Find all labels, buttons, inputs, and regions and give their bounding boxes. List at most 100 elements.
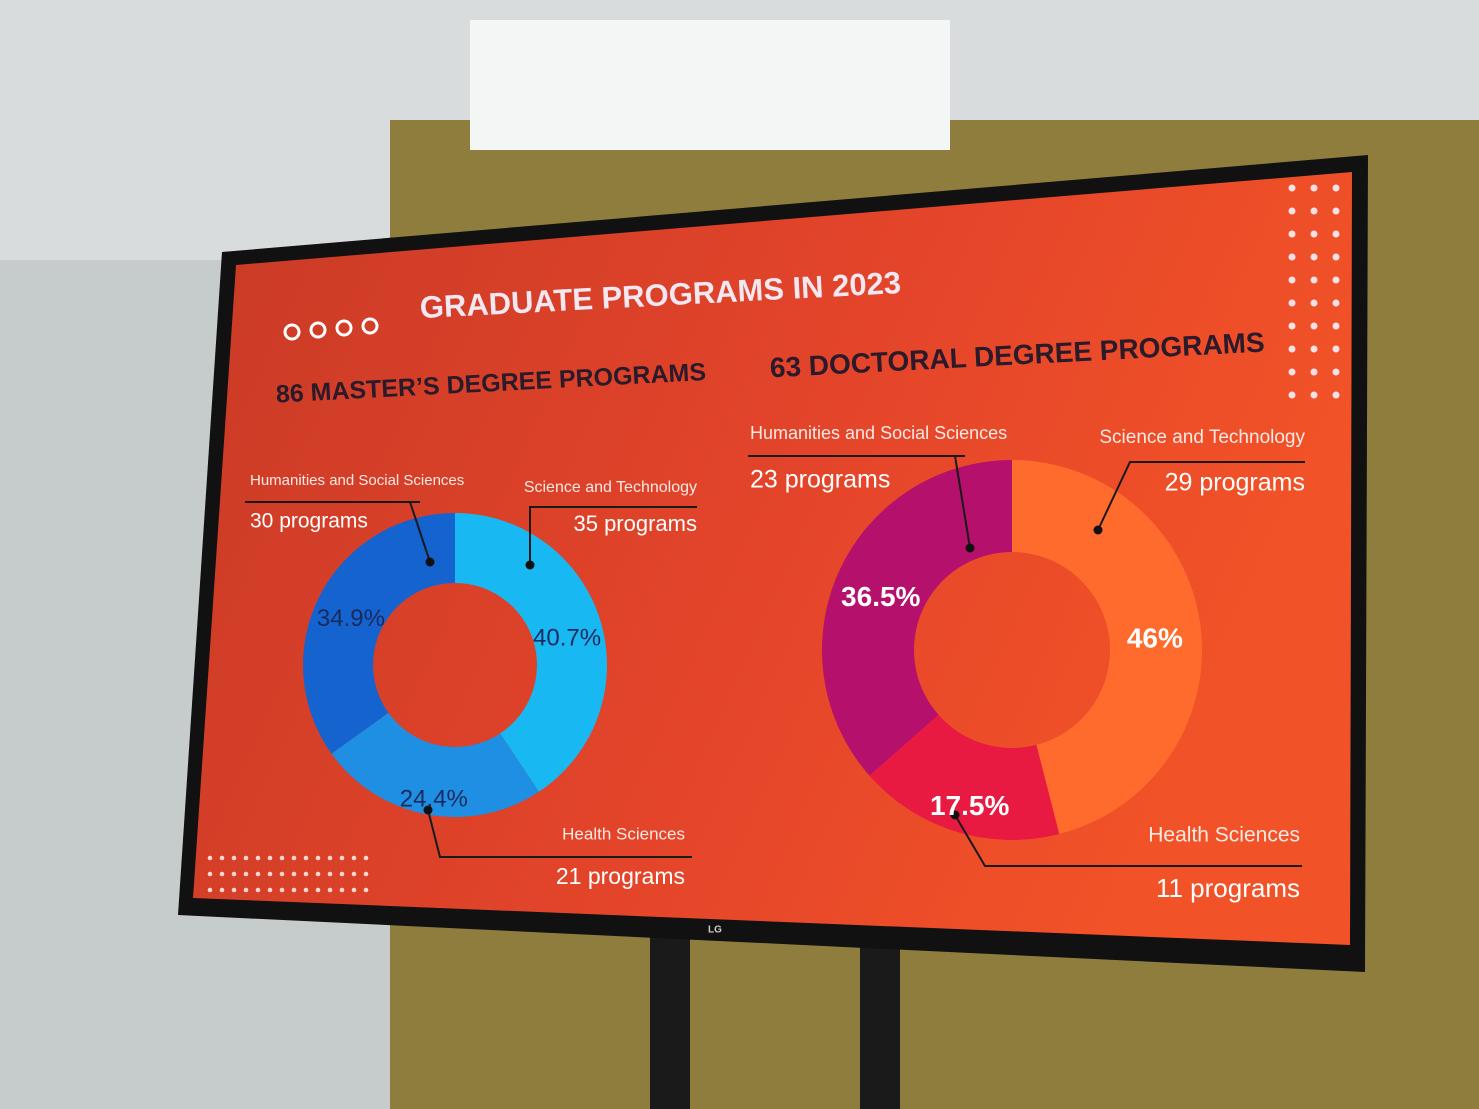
dot <box>291 871 297 877</box>
dot <box>351 855 357 861</box>
dot <box>1310 368 1318 376</box>
dot <box>255 855 261 861</box>
dot <box>1332 322 1340 330</box>
dot <box>1288 345 1296 353</box>
dot <box>327 855 333 861</box>
leader-dot <box>425 557 435 567</box>
dot <box>231 887 237 893</box>
dot <box>339 871 345 877</box>
program-count: 21 programs <box>556 863 685 889</box>
category-label: Science and Technology <box>1099 427 1305 448</box>
dot <box>255 887 261 893</box>
dot <box>303 855 309 861</box>
dot <box>303 887 309 893</box>
donut-slice <box>455 513 607 792</box>
dot <box>339 855 345 861</box>
donut-slice <box>869 714 1060 840</box>
category-label: Humanities and Social Sciences <box>750 423 1007 443</box>
dot <box>207 855 213 861</box>
leader-dot <box>423 805 433 815</box>
dot <box>1332 207 1340 215</box>
dot <box>279 855 285 861</box>
dot <box>255 871 261 877</box>
ceiling-light <box>470 20 950 150</box>
donut-slice <box>1012 460 1202 835</box>
dot <box>291 887 297 893</box>
dot <box>303 871 309 877</box>
value-label: 36.5% <box>841 581 920 612</box>
dot <box>267 887 273 893</box>
dot <box>1310 207 1318 215</box>
value-label: 24.4% <box>400 785 468 812</box>
category-label: Humanities and Social Sciences <box>250 472 464 489</box>
dot <box>1288 207 1296 215</box>
dot <box>1332 230 1340 238</box>
dot <box>231 855 237 861</box>
dot <box>1310 391 1318 399</box>
dot <box>327 887 333 893</box>
dot <box>231 871 237 877</box>
program-count: 30 programs <box>250 510 368 533</box>
dot <box>1332 299 1340 307</box>
dot <box>279 871 285 877</box>
program-count: 35 programs <box>573 511 697 536</box>
dot <box>363 887 369 893</box>
dot <box>315 887 321 893</box>
value-label: 17.5% <box>930 790 1009 821</box>
dot <box>1332 253 1340 261</box>
dot <box>1288 230 1296 238</box>
dot <box>339 887 345 893</box>
dot <box>1332 391 1340 399</box>
category-label: Health Sciences <box>1148 824 1300 847</box>
dot <box>243 871 249 877</box>
dot <box>351 887 357 893</box>
dot <box>207 887 213 893</box>
dot <box>1288 391 1296 399</box>
dot <box>1288 299 1296 307</box>
program-count: 11 programs <box>1156 873 1300 903</box>
leader-dot <box>965 543 975 553</box>
dot <box>1288 253 1296 261</box>
dot <box>243 855 249 861</box>
dot <box>291 855 297 861</box>
category-label: Science and Technology <box>524 479 697 496</box>
dot <box>219 871 225 877</box>
dot <box>1332 276 1340 284</box>
dot <box>267 871 273 877</box>
dot <box>1332 345 1340 353</box>
category-label: Health Sciences <box>562 824 685 843</box>
value-label: 40.7% <box>533 625 601 652</box>
dot <box>267 855 273 861</box>
dot <box>315 871 321 877</box>
dot <box>1310 345 1318 353</box>
dot <box>309 321 327 339</box>
dot <box>1288 322 1296 330</box>
donut-slice <box>822 460 1012 776</box>
dot <box>1288 184 1296 192</box>
dot <box>351 871 357 877</box>
dot <box>1310 184 1318 192</box>
dot <box>219 855 225 861</box>
donut-slice <box>331 712 539 818</box>
stand <box>650 930 690 1109</box>
dot <box>327 871 333 877</box>
leader-dot <box>525 560 535 570</box>
dot <box>283 323 301 341</box>
value-label: 34.9% <box>317 605 385 632</box>
leader-dot <box>1093 525 1103 535</box>
dot <box>1310 230 1318 238</box>
program-count: 29 programs <box>1165 469 1305 497</box>
dot <box>219 887 225 893</box>
dot <box>363 871 369 877</box>
dot <box>243 887 249 893</box>
dot <box>279 887 285 893</box>
stand <box>860 930 900 1109</box>
dot <box>1310 299 1318 307</box>
dot <box>335 319 353 337</box>
leader-dot <box>950 810 960 820</box>
dot <box>363 855 369 861</box>
donut-slice <box>303 513 455 754</box>
dot <box>1310 253 1318 261</box>
dot <box>1332 368 1340 376</box>
